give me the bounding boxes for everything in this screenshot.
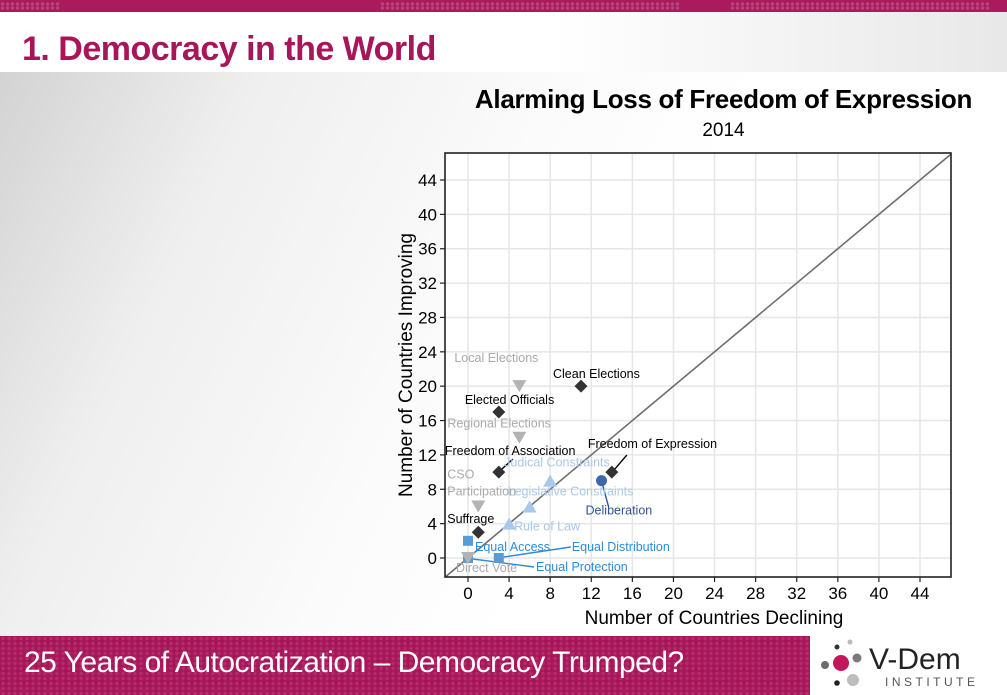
footer: 25 Years of Autocratization – Democracy … [0,636,1007,695]
x-tick-label: 0 [463,584,472,603]
x-tick-label: 4 [504,584,513,603]
y-tick-label: 12 [418,446,437,465]
y-tick-label: 24 [418,343,437,362]
x-axis: 0 4 8 12 16 20 24 28 32 36 40 44 [463,577,929,603]
y-axis: 0 4 8 12 16 20 24 28 32 36 40 44 [418,171,445,568]
point-label: Freedom of Expression [588,437,717,451]
v-dem-logo: V-Dem INSTITUTE [821,639,979,689]
y-tick-label: 20 [418,377,437,396]
point-label: Equal Access [475,540,550,554]
footer-band: 25 Years of Autocratization – Democracy … [0,636,810,695]
point-label: Regional Elections [447,417,551,431]
banner-dots [730,2,990,10]
point-label: Equal Distribution [572,540,670,554]
y-tick-label: 8 [428,480,437,499]
point-label: Judical Constraints [504,456,610,470]
grid [445,153,951,577]
point-clean-elections [574,379,588,393]
chart-title: Alarming Loss of Freedom of Expression [474,84,973,114]
point-equal-access [463,535,473,546]
logo-text: V-Dem [869,643,961,676]
point-label: Suffrage [447,512,494,526]
point-label: CSO Participation [447,467,516,498]
x-tick-label: 8 [545,584,554,603]
plot-frame [444,152,952,578]
point-equal-distribution [493,553,504,563]
x-tick-label: 24 [705,584,724,603]
logo-dot [834,680,840,686]
x-tick-label: 36 [828,584,847,603]
y-tick-label: 40 [418,205,437,224]
point-label: Rule of Law [514,520,581,534]
x-tick-label: 12 [582,584,601,603]
x-axis-label: Number of Countries Declining [585,608,844,629]
point-label: Direct Vote [456,561,517,575]
y-tick-label: 32 [418,274,437,293]
y-tick-label: 28 [418,308,437,327]
label-leader-line [601,484,610,507]
logo-dot [833,655,849,671]
logo-dot [821,661,829,669]
slide-title: 1. Democracy in the World [22,30,436,68]
x-tick-label: 44 [911,584,930,603]
point-freedom-of-expression [605,465,619,479]
point-label: Legislative Constraints [508,484,634,498]
logo-dot [847,639,853,645]
x-tick-label: 20 [664,584,683,603]
x-tick-label: 40 [869,584,888,603]
label-leader-line [503,546,571,558]
point-local-elections [512,380,527,393]
logo-dot [847,674,859,686]
top-banner [0,0,1007,12]
point-label: Deliberation [586,504,653,518]
point-elected-officials [492,405,506,419]
point-suffrage [471,525,485,539]
logo-subtext: INSTITUTE [885,675,979,689]
point-label: Freedom of Association [445,444,576,458]
banner-dots [0,2,60,10]
y-tick-label: 4 [428,515,437,534]
data-points [461,379,619,564]
point-direct-vote [461,552,475,564]
title-bar: 1. Democracy in the World [0,12,1007,72]
x-tick-label: 32 [787,584,806,603]
point-labels: Local Elections Clean Elections Elected Of… [445,351,717,575]
x-tick-label: 28 [746,584,765,603]
banner-dots [380,2,680,10]
point-label: Equal Protection [536,560,628,574]
point-deliberation [596,475,608,487]
logo-dot [852,653,862,663]
y-tick-label: 36 [418,240,437,259]
label-leader-line [501,458,514,470]
y-tick-label: 16 [418,412,437,431]
point-judical-constraints [543,474,558,487]
logo-dot [834,644,840,650]
y-tick-label: 44 [418,171,437,190]
y-axis-label: Number of Countries Improving [396,233,417,497]
point-label: Elected Officials [465,393,554,407]
point-label-line: CSO [447,467,474,481]
chart-subtitle: 2014 [702,120,745,141]
point-label: Clean Elections [553,367,640,381]
point-cso-participation [471,500,486,513]
point-legislative-constraints [522,500,537,513]
point-rule-of-law [502,517,517,530]
footer-text: 25 Years of Autocratization – Democracy … [24,646,684,679]
point-regional-elections [512,431,527,444]
point-label: Local Elections [454,351,538,365]
point-label-line: Participation [447,484,516,498]
y-tick-label: 0 [428,549,437,568]
point-freedom-of-association [492,465,506,479]
x-tick-label: 16 [623,584,642,603]
label-leader-line [614,454,628,470]
